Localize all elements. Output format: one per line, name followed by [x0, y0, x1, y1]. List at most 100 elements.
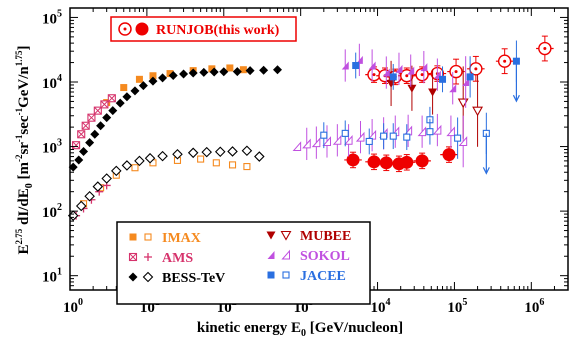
data-point: [201, 146, 212, 158]
data-point: [92, 181, 104, 192]
data-point: [344, 151, 362, 169]
data-point: [81, 121, 90, 130]
data-point: [495, 48, 514, 75]
data-point: [72, 141, 81, 150]
data-point: [188, 68, 198, 78]
y-tick-label: 104: [42, 73, 62, 92]
legend-entry-ams: AMS: [128, 251, 193, 266]
x-tick-label: 100: [63, 297, 83, 316]
data-point: [219, 67, 229, 77]
x-tick-label: 106: [524, 297, 544, 316]
data-point: [292, 141, 302, 152]
data-point: [368, 49, 376, 82]
data-point: [440, 146, 458, 163]
data-point: [403, 124, 411, 151]
data-point: [84, 190, 95, 202]
data-point: [228, 161, 237, 169]
data-point: [466, 56, 474, 98]
data-point: [439, 66, 447, 93]
data-point: [166, 70, 174, 78]
data-point: [208, 65, 216, 73]
data-point: [100, 100, 109, 109]
data-point: [209, 67, 219, 77]
data-point: [365, 153, 383, 171]
data-point: [254, 151, 265, 162]
data-point: [243, 163, 251, 171]
data-point: [131, 164, 139, 172]
data-point: [115, 98, 125, 108]
data-point: [403, 114, 413, 148]
data-point: [120, 84, 128, 92]
data-point: [111, 165, 122, 177]
data-point: [343, 124, 353, 157]
y-axis-title: E2.75 dI/dE0 [m-2sr-1sec-1GeV/n1.75]: [14, 45, 35, 254]
data-point: [179, 69, 189, 79]
data-point: [134, 155, 145, 167]
data-point: [157, 150, 168, 162]
legend-box: [116, 221, 371, 305]
legend-label: JACEE: [300, 269, 346, 284]
data-point: [130, 86, 140, 96]
series-sokol-proton: [341, 43, 470, 108]
data-point: [395, 52, 403, 85]
legend-runjob: RUNJOB(this work): [110, 16, 297, 42]
data-point: [68, 162, 78, 172]
data-point: [232, 67, 242, 77]
data-point: [214, 146, 226, 158]
x-tick-label: 104: [371, 297, 391, 316]
series-bess-tev-helium: [67, 145, 265, 221]
data-point: [332, 124, 342, 157]
data-point: [259, 65, 269, 75]
data-point: [144, 152, 156, 164]
data-point: [311, 126, 321, 159]
data-point: [197, 155, 205, 163]
data-point: [380, 123, 388, 150]
data-point: [472, 74, 484, 147]
data-point: [420, 50, 428, 84]
series-sokol-helium: [292, 113, 468, 168]
data-point: [413, 66, 431, 83]
legend-runjob-open-circle: [118, 22, 132, 36]
legend-entry-bess-tev: BESS-TeV: [128, 271, 225, 286]
data-point: [85, 138, 95, 148]
data-point: [101, 173, 112, 184]
series-ams-proton: [72, 94, 116, 150]
data-point: [377, 154, 396, 172]
y-tick-label: 105: [42, 8, 62, 27]
data-point: [245, 66, 255, 76]
data-point: [199, 67, 209, 77]
legend-label: SOKOL: [300, 249, 350, 264]
data-point: [122, 92, 132, 102]
data-point: [212, 159, 220, 167]
legend-label: BESS-TeV: [162, 271, 225, 286]
y-tick-label: 103: [42, 138, 62, 157]
data-point: [449, 72, 457, 105]
legend-label: AMS: [162, 251, 193, 266]
data-point: [226, 64, 234, 72]
data-point: [447, 58, 465, 85]
data-point: [239, 66, 247, 74]
data-point: [341, 120, 349, 147]
data-point: [355, 120, 365, 154]
data-point: [352, 52, 360, 79]
legend-entry-mubee: MUBEE: [266, 229, 351, 244]
series-mubee-proton: [386, 60, 438, 115]
data-point: [413, 152, 431, 170]
data-marks: [67, 35, 554, 221]
axis-ticks: 100101102103104105106101102103104105: [42, 8, 569, 316]
y-tick-label: 102: [42, 202, 62, 221]
data-point: [365, 128, 373, 155]
data-point: [96, 121, 106, 131]
legend-entry-sokol: SOKOL: [267, 249, 350, 264]
data-point: [273, 65, 283, 75]
data-point: [172, 148, 183, 160]
data-point: [148, 76, 158, 86]
upper-limit-arrow: [482, 133, 490, 175]
data-point: [77, 130, 86, 139]
data-point: [458, 115, 468, 168]
data-point: [187, 147, 199, 159]
data-point: [398, 154, 416, 171]
data-point: [87, 113, 96, 122]
data-point: [135, 75, 143, 83]
data-point: [426, 118, 434, 145]
